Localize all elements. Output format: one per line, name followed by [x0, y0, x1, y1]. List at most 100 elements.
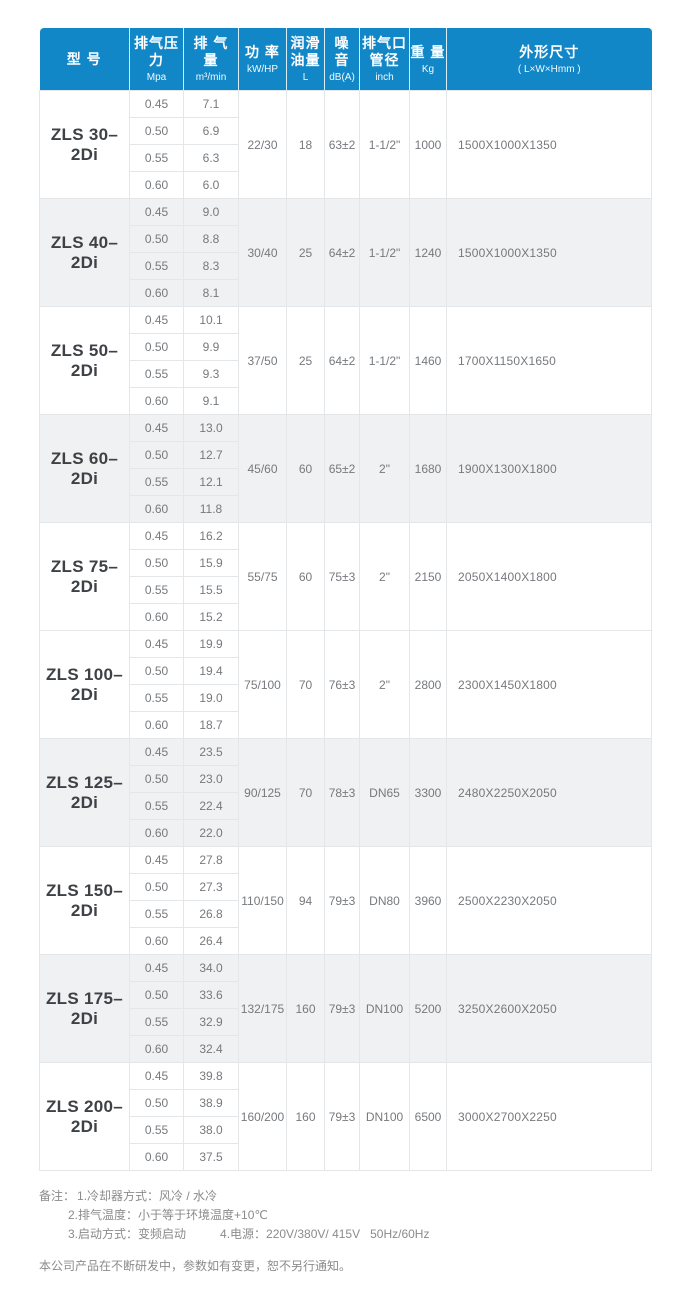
- pressure-cell: 0.60: [129, 279, 184, 307]
- flow-cell: 32.9: [183, 1008, 239, 1036]
- pressure-cell: 0.50: [129, 765, 184, 793]
- port-cell: DN80: [359, 846, 410, 955]
- pressure-cell: 0.55: [129, 792, 184, 820]
- flow-cell: 15.2: [183, 603, 239, 631]
- flow-cell: 27.8: [183, 846, 239, 874]
- model-cell: ZLS 200–2Di: [39, 1062, 130, 1171]
- power-cell: 45/60: [238, 414, 287, 523]
- flow-cell: 12.1: [183, 468, 239, 496]
- model-cell: ZLS 175–2Di: [39, 954, 130, 1063]
- dimensions-cell: 3250X2600X2050: [446, 954, 652, 1063]
- pressure-cell: 0.55: [129, 144, 184, 172]
- flow-cell: 26.8: [183, 900, 239, 928]
- pressure-cell: 0.50: [129, 549, 184, 577]
- dimensions-cell: 1900X1300X1800: [446, 414, 652, 523]
- spec-row: 0.50 9.9: [40, 333, 652, 361]
- spec-row: 0.50 8.8: [40, 225, 652, 253]
- spec-row: ZLS 50–2Di 0.45 10.1 37/50 25 64±2 1-1/2" 1460 1…: [39, 306, 652, 415]
- pressure-cell: 0.55: [129, 576, 184, 604]
- flow-cell: 6.9: [183, 117, 239, 145]
- model-cell: ZLS 100–2Di: [39, 630, 130, 739]
- flow-cell: 39.8: [183, 1062, 239, 1090]
- spec-row: 0.50 23.0: [40, 765, 652, 793]
- pressure-cell: 0.60: [129, 171, 184, 199]
- spec-row: 0.50 6.9: [40, 117, 652, 145]
- column-sublabel: kW/HP: [246, 63, 279, 75]
- spec-row: 0.50 12.7: [40, 441, 652, 469]
- spec-row: 0.55 12.1: [40, 468, 652, 496]
- flow-cell: 15.5: [183, 576, 239, 604]
- pressure-cell: 0.45: [129, 630, 184, 658]
- oil-cell: 60: [286, 522, 325, 631]
- dimensions-cell: 2500X2230X2050: [446, 846, 652, 955]
- oil-cell: 160: [286, 954, 325, 1063]
- spec-row: 0.55 32.9: [40, 1008, 652, 1036]
- spec-row: 0.60 15.2: [40, 603, 652, 631]
- flow-cell: 27.3: [183, 873, 239, 901]
- note-item-3: 3.启动方式：变频启动: [68, 1227, 187, 1241]
- flow-cell: 23.0: [183, 765, 239, 793]
- pressure-cell: 0.45: [129, 306, 184, 334]
- weight-cell: 1240: [409, 198, 447, 307]
- flow-cell: 8.3: [183, 252, 239, 280]
- spec-row: 0.60 11.8: [40, 495, 652, 523]
- spec-row: 0.50 38.9: [40, 1089, 652, 1117]
- pressure-cell: 0.60: [129, 1143, 184, 1171]
- flow-cell: 38.9: [183, 1089, 239, 1117]
- spec-row: 0.55 19.0: [40, 684, 652, 712]
- noise-cell: 79±3: [324, 846, 360, 955]
- pressure-cell: 0.50: [129, 981, 184, 1009]
- table-header: 型 号 排气压力 Mpa 排 气 量 m³/min 功 率 kW/HP 润滑油量 L 噪 音 dB(…: [39, 28, 652, 91]
- noise-cell: 65±2: [324, 414, 360, 523]
- pressure-cell: 0.45: [129, 738, 184, 766]
- model-cell: ZLS 60–2Di: [39, 414, 130, 523]
- flow-cell: 34.0: [183, 954, 239, 982]
- spec-row: 0.60 18.7: [40, 711, 652, 739]
- column-label: 型 号: [66, 50, 102, 67]
- weight-cell: 3960: [409, 846, 447, 955]
- weight-cell: 5200: [409, 954, 447, 1063]
- port-cell: 2": [359, 414, 410, 523]
- flow-cell: 9.3: [183, 360, 239, 388]
- model-cell: ZLS 30–2Di: [39, 90, 130, 199]
- port-cell: DN65: [359, 738, 410, 847]
- note-line-2: 2.排气温度：小于等于环境温度+10℃: [39, 1206, 651, 1225]
- pressure-cell: 0.45: [129, 846, 184, 874]
- model-cell: ZLS 50–2Di: [39, 306, 130, 415]
- spec-row: 0.55 38.0: [40, 1116, 652, 1144]
- noise-cell: 76±3: [324, 630, 360, 739]
- spec-row: 0.60 6.0: [40, 171, 652, 199]
- model-cell: ZLS 125–2Di: [39, 738, 130, 847]
- column-label: 重 量: [410, 43, 446, 60]
- column-header-7: 重 量 Kg: [409, 28, 447, 91]
- weight-cell: 2150: [409, 522, 447, 631]
- flow-cell: 9.0: [183, 198, 239, 226]
- power-cell: 37/50: [238, 306, 287, 415]
- pressure-cell: 0.60: [129, 1035, 184, 1063]
- flow-cell: 9.1: [183, 387, 239, 415]
- pressure-cell: 0.45: [129, 1062, 184, 1090]
- noise-cell: 79±3: [324, 954, 360, 1063]
- spec-row: ZLS 30–2Di 0.45 7.1 22/30 18 63±2 1-1/2" 1000 15…: [39, 90, 652, 199]
- pressure-cell: 0.60: [129, 495, 184, 523]
- pressure-cell: 0.55: [129, 360, 184, 388]
- power-cell: 75/100: [238, 630, 287, 739]
- flow-cell: 15.9: [183, 549, 239, 577]
- spec-row: ZLS 60–2Di 0.45 13.0 45/60 60 65±2 2" 1680 1900X…: [39, 414, 652, 523]
- flow-cell: 22.0: [183, 819, 239, 847]
- column-header-5: 噪 音 dB(A): [324, 28, 360, 91]
- note-item-1: 1.冷却器方式：风冷 / 水冷: [77, 1189, 218, 1203]
- pressure-cell: 0.50: [129, 333, 184, 361]
- spec-table: 型 号 排气压力 Mpa 排 气 量 m³/min 功 率 kW/HP 润滑油量 L 噪 音 dB(…: [39, 28, 652, 1171]
- port-cell: DN100: [359, 1062, 410, 1171]
- weight-cell: 6500: [409, 1062, 447, 1171]
- spec-row: 0.55 9.3: [40, 360, 652, 388]
- dimensions-cell: 3000X2700X2250: [446, 1062, 652, 1171]
- power-cell: 90/125: [238, 738, 287, 847]
- oil-cell: 18: [286, 90, 325, 199]
- pressure-cell: 0.60: [129, 927, 184, 955]
- port-cell: DN100: [359, 954, 410, 1063]
- pressure-cell: 0.55: [129, 468, 184, 496]
- spec-row: ZLS 175–2Di 0.45 34.0 132/175 160 79±3 DN100 52…: [39, 954, 652, 1063]
